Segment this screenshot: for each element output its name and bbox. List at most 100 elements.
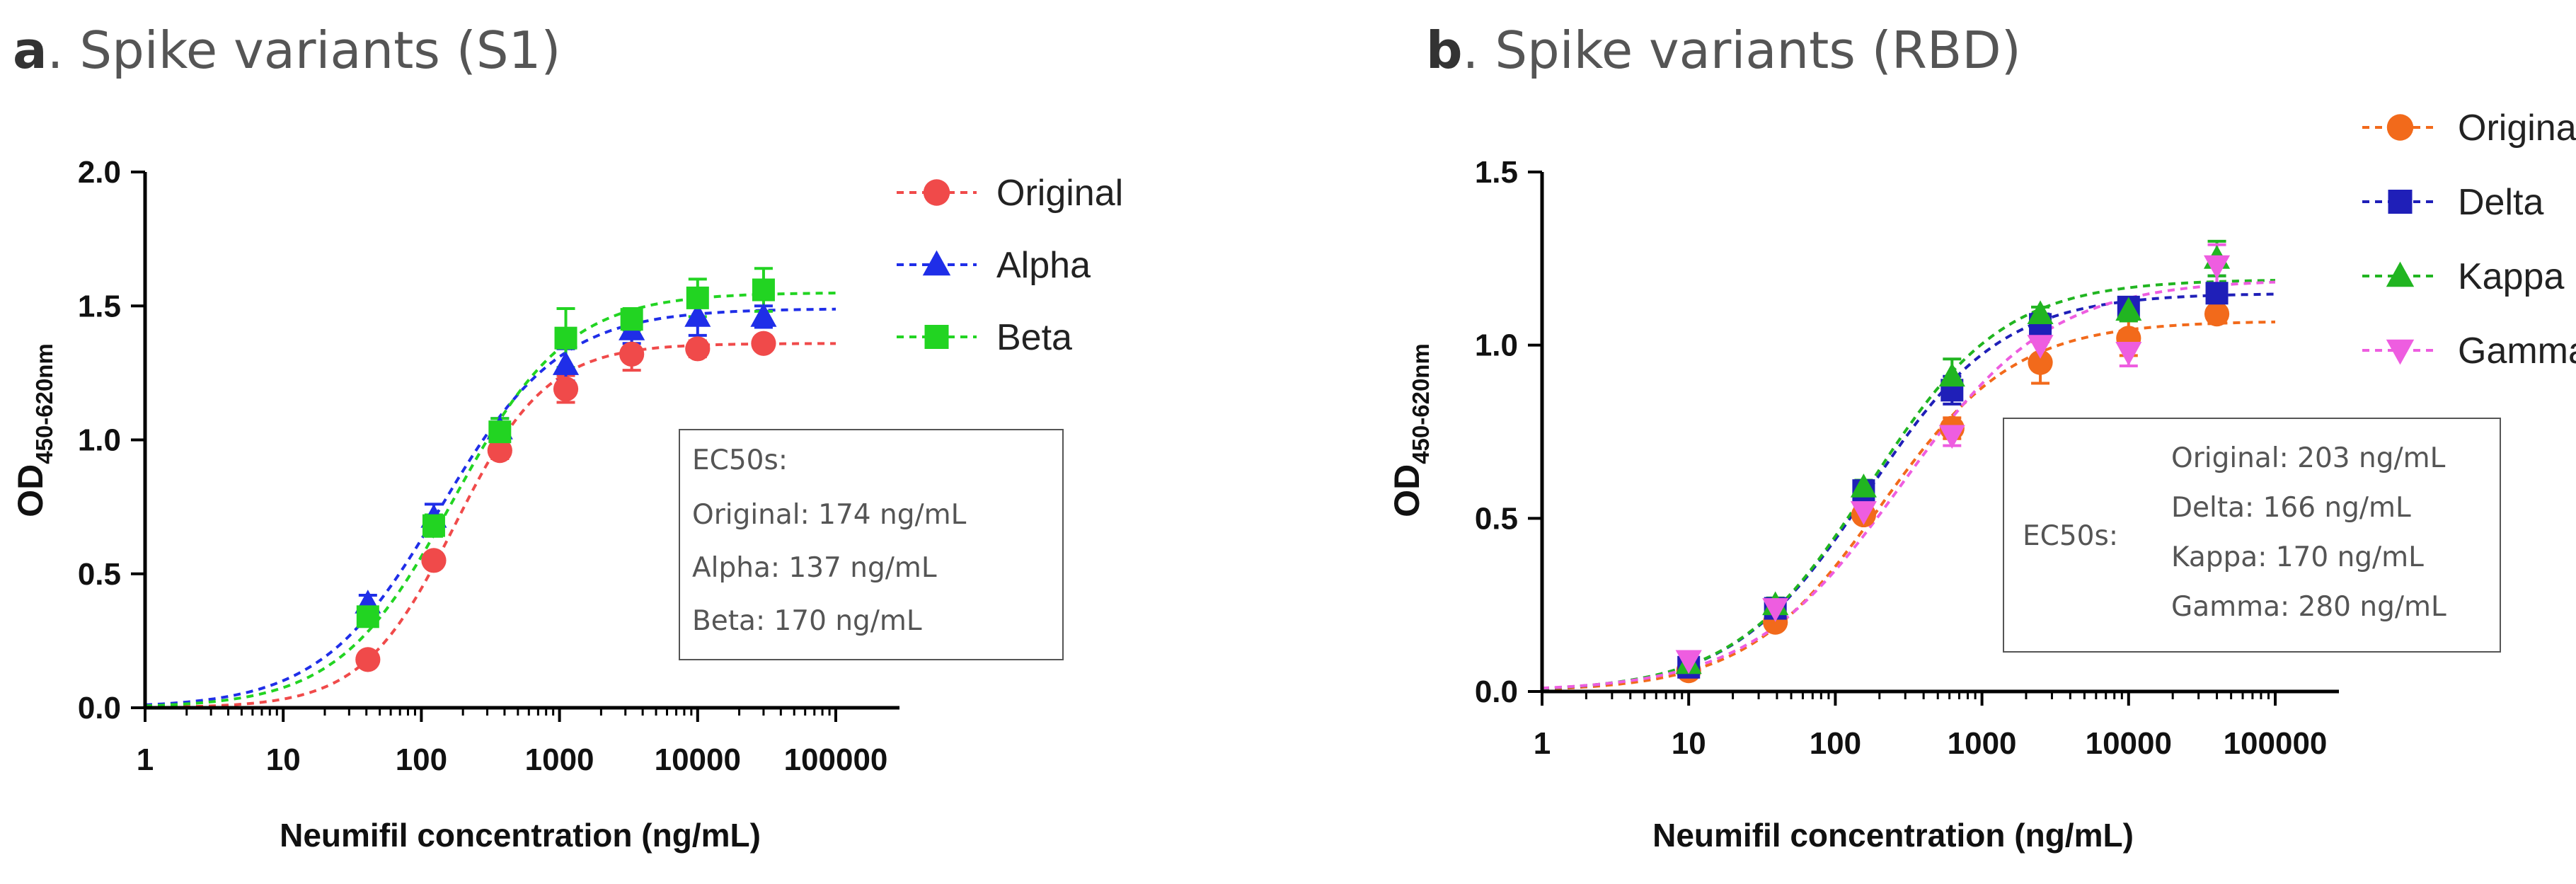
panel-b-ec50-box: EC50s: Original: 203 ng/mL Delta: 166 ng… <box>2003 418 2501 653</box>
y-tick-label: 1.5 <box>1475 155 1518 190</box>
legend-marker-alpha <box>922 250 951 276</box>
y-tick-label: 1.0 <box>1475 328 1518 363</box>
fit-curve-gamma <box>1541 280 2276 690</box>
data-point-gamma <box>2203 255 2231 280</box>
legend-label: Original <box>996 173 1123 214</box>
y-tick-label: 1.0 <box>78 423 121 458</box>
x-tick-label: 100 <box>396 742 447 777</box>
data-point-original <box>2028 350 2053 375</box>
data-point-delta <box>2205 282 2229 305</box>
panel-a-letter: a <box>13 21 47 80</box>
panel-a-y-axis-subscript: 450-620nm <box>31 343 57 464</box>
panel-a-ec50-line: Beta: 170 ng/mL <box>692 605 922 637</box>
x-tick-label: 10000 <box>2086 726 2172 761</box>
data-point-kappa <box>1850 473 1877 498</box>
panel-a-data-points <box>355 278 777 672</box>
panel-b-title: b. Spike variants (RBD) <box>1426 21 2021 80</box>
data-point-kappa <box>1938 362 1965 387</box>
panel-b-y-axis-label: OD450-620nm <box>1387 343 1434 517</box>
x-tick-label: 10000 <box>655 742 741 777</box>
panel-b-fit-curves <box>1541 279 2276 691</box>
panel-b-x-ticks: 1 10 100 1000 10000 100000 <box>1534 691 2328 761</box>
y-tick-label: 2.0 <box>78 155 121 190</box>
y-tick-label: 0.5 <box>1475 501 1518 536</box>
panel-b-legend: Original Delta Kappa Gamma <box>2362 108 2576 372</box>
data-point-original <box>355 647 381 672</box>
x-tick-label: 1 <box>137 742 154 777</box>
x-tick-label: 10 <box>1672 726 1706 761</box>
data-point-alpha <box>684 303 711 327</box>
panel-a: a. Spike variants (S1) 1 10 100 1000 10000 10… <box>11 21 1123 854</box>
data-point-original <box>751 331 776 356</box>
data-point-beta <box>554 326 577 350</box>
x-tick-label: 10 <box>266 742 301 777</box>
panel-a-ec50-line: Alpha: 137 ng/mL <box>692 552 937 584</box>
y-tick-label: 0.0 <box>1475 675 1518 709</box>
data-point-gamma <box>2027 335 2054 359</box>
x-tick-label: 100000 <box>2224 726 2328 761</box>
x-tick-label: 100 <box>1810 726 1861 761</box>
panel-b-ec50-line: Gamma: 280 ng/mL <box>2171 591 2446 623</box>
panel-a-ec50-heading: EC50s: <box>692 444 788 476</box>
legend-label: Delta <box>2458 182 2543 223</box>
legend-label: Alpha <box>996 245 1091 286</box>
panel-b-ec50-line: Original: 203 ng/mL <box>2171 442 2446 474</box>
data-point-beta <box>356 605 379 628</box>
data-point-beta <box>620 308 643 331</box>
panel-a-x-ticks: 1 10 100 1000 10000 100000 <box>137 708 888 777</box>
panel-b-ec50-heading: EC50s: <box>2023 520 2118 552</box>
data-point-original <box>685 336 711 362</box>
panel-a-y-axis-label: OD450-620nm <box>11 343 57 517</box>
data-point-gamma <box>1762 598 1789 622</box>
panel-b: b. Spike variants (RBD) 1 10 100 1000 10000 1… <box>1387 21 2576 854</box>
x-tick-label: 1000 <box>1948 726 2017 761</box>
data-point-original <box>487 438 512 464</box>
panel-a-ec50-line: Original: 174 ng/mL <box>692 499 967 531</box>
data-point-original <box>619 341 645 367</box>
data-point-original <box>553 376 579 402</box>
data-point-beta <box>752 278 775 302</box>
data-point-beta <box>686 286 709 309</box>
panel-a-title: a. Spike variants (S1) <box>13 21 561 80</box>
y-tick-label: 1.5 <box>78 289 121 323</box>
x-tick-label: 1 <box>1534 726 1551 761</box>
x-tick-label: 100000 <box>784 742 888 777</box>
data-point-kappa <box>2027 300 2054 325</box>
y-tick-label: 0.0 <box>78 691 121 725</box>
fit-curve-delta <box>1541 292 2275 690</box>
data-point-alpha <box>750 303 777 327</box>
legend-marker-beta <box>924 325 949 349</box>
data-point-original <box>2204 302 2230 327</box>
data-point-beta <box>422 514 445 537</box>
data-point-kappa <box>2115 297 2142 321</box>
data-point-gamma <box>1675 650 1702 675</box>
legend-marker-original <box>2386 114 2414 141</box>
data-point-original <box>421 548 447 573</box>
legend-label: Beta <box>996 317 1072 358</box>
panel-a-ec50-box: EC50s: Original: 174 ng/mL Alpha: 137 ng… <box>679 429 1064 660</box>
panel-b-ec50-line: Kappa: 170 ng/mL <box>2171 541 2424 573</box>
panel-b-ec50-line: Delta: 166 ng/mL <box>2171 492 2411 524</box>
data-point-beta <box>488 420 512 444</box>
fit-curve-original <box>144 342 836 709</box>
panel-a-legend: Original Alpha Beta <box>897 173 1123 358</box>
panel-a-y-ticks: 0.0 0.5 1.0 1.5 2.0 <box>78 155 145 725</box>
data-point-gamma <box>1850 501 1877 525</box>
panel-b-y-ticks: 0.0 0.5 1.0 1.5 <box>1475 155 1542 709</box>
data-point-alpha <box>552 351 580 375</box>
x-tick-label: 1000 <box>525 742 594 777</box>
legend-label: Original <box>2458 108 2576 149</box>
panel-a-x-axis-label: Neumifil concentration (ng/mL) <box>280 817 761 854</box>
data-point-gamma <box>2115 342 2142 366</box>
y-tick-label: 0.5 <box>78 557 121 592</box>
legend-marker-kappa <box>2386 261 2415 287</box>
legend-label: Kappa <box>2458 256 2564 297</box>
legend-marker-delta <box>2388 190 2413 214</box>
legend-marker-original <box>923 179 950 206</box>
panel-b-data-points <box>1675 245 2231 684</box>
panel-b-y-axis-subscript: 450-620nm <box>1408 343 1434 464</box>
panel-b-letter: b <box>1426 21 1463 80</box>
legend-label: Gamma <box>2458 331 2576 372</box>
data-point-gamma <box>1938 425 1965 449</box>
